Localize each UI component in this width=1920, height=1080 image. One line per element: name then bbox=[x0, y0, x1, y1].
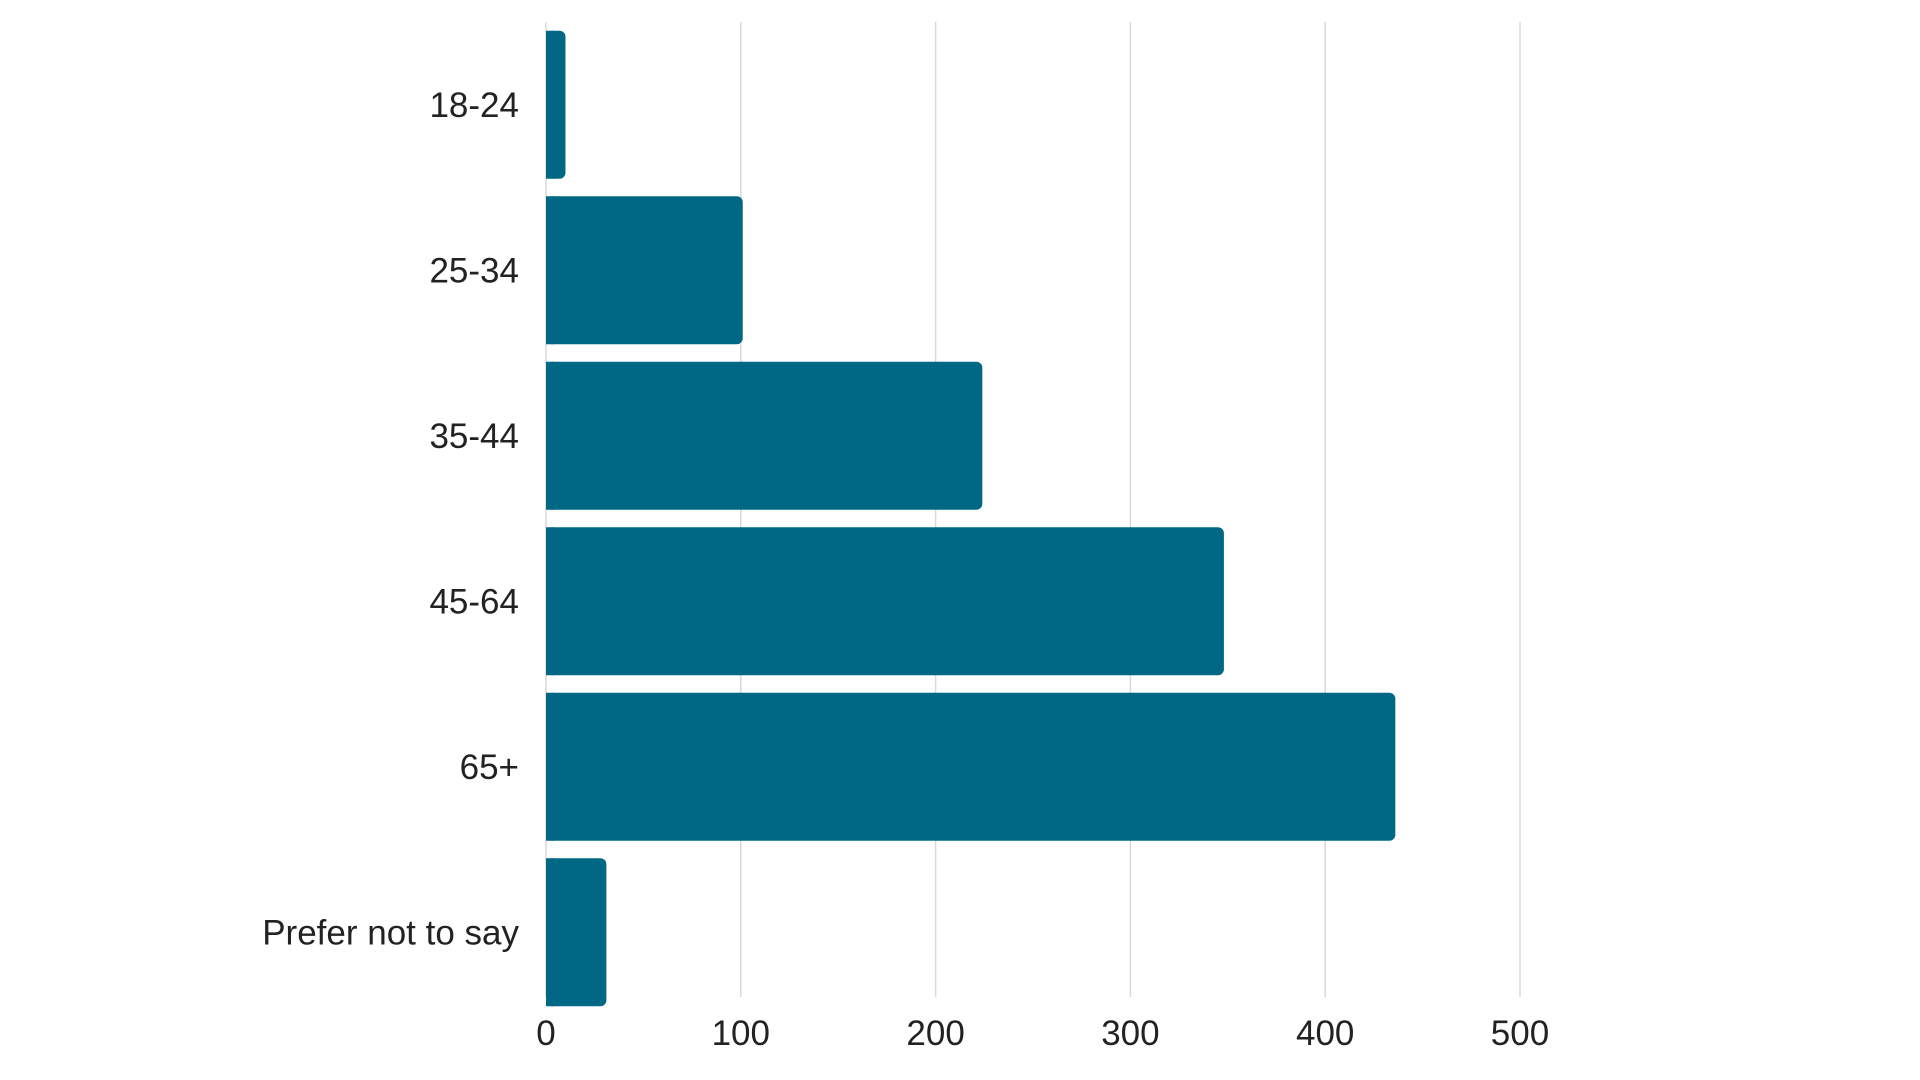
x-tick-label: 200 bbox=[906, 1014, 964, 1053]
bar-65- bbox=[546, 692, 1396, 841]
bar-left-edge bbox=[546, 30, 554, 179]
bar-left-edge bbox=[546, 361, 554, 510]
bar-35-44 bbox=[546, 361, 983, 510]
category-label: 18-24 bbox=[429, 86, 519, 125]
category-label: 45-64 bbox=[429, 582, 519, 621]
category-label: 25-34 bbox=[429, 251, 519, 290]
category-labels: 18-24 25-34 35-44 45-64 65+ Prefer not to say bbox=[262, 86, 519, 953]
x-axis-tick-labels: 0 100 200 300 400 500 bbox=[536, 1014, 1549, 1053]
category-label: 65+ bbox=[460, 748, 519, 787]
bar-left-edge bbox=[546, 692, 554, 841]
x-tick-label: 500 bbox=[1491, 1014, 1549, 1053]
category-label: Prefer not to say bbox=[262, 913, 519, 952]
x-tick-label: 400 bbox=[1296, 1014, 1354, 1053]
bar-left-edge bbox=[546, 527, 554, 676]
category-label: 35-44 bbox=[429, 417, 519, 456]
x-tick-label: 100 bbox=[712, 1014, 770, 1053]
bar-45-64 bbox=[546, 527, 1224, 676]
x-tick-label: 0 bbox=[536, 1014, 555, 1053]
bar-25-34 bbox=[546, 196, 743, 345]
bar-left-edge bbox=[546, 196, 554, 345]
x-tick-label: 300 bbox=[1101, 1014, 1159, 1053]
bar-prefer-not-to-say bbox=[546, 858, 607, 1007]
bar-left-edge bbox=[546, 858, 554, 1007]
bars bbox=[546, 30, 1396, 1007]
